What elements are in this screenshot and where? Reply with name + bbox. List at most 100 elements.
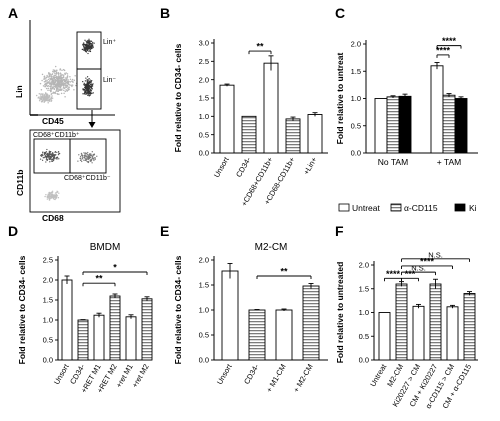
flow-event <box>85 84 88 86</box>
flow-event <box>71 80 74 83</box>
gate-lin-neg-label: Lin⁻ <box>103 77 116 84</box>
flow-event <box>45 87 48 90</box>
flow-event <box>57 197 60 199</box>
bar <box>454 98 468 154</box>
bar <box>386 96 400 154</box>
y-tick-label: 2.0 <box>359 261 369 270</box>
flow-event <box>66 73 69 75</box>
flow-event <box>50 77 53 80</box>
flow-event <box>60 92 63 95</box>
flow-event <box>55 192 57 194</box>
flow-event <box>86 156 89 158</box>
flow-event <box>84 83 86 85</box>
flow-event <box>38 99 41 102</box>
flow-event <box>87 46 89 48</box>
flow-event <box>90 87 93 89</box>
flow-event <box>81 48 84 51</box>
flow-event <box>43 80 46 83</box>
flow-event <box>40 154 42 157</box>
flow-event <box>42 99 44 101</box>
flow-event <box>87 47 89 50</box>
flow-event <box>54 70 57 73</box>
flow-event <box>85 87 87 90</box>
flow-event <box>51 80 54 82</box>
flow-event <box>88 158 90 160</box>
flow-event <box>89 42 91 44</box>
flow-event <box>50 75 53 78</box>
y-tick-label: 2.0 <box>199 75 209 84</box>
flow-event <box>94 157 96 159</box>
flow-event <box>84 44 87 46</box>
y-axis-label: Fold relative to untreat <box>335 53 345 145</box>
flow-event <box>58 158 60 160</box>
flow-event <box>84 39 86 41</box>
flow-event <box>41 97 43 99</box>
bar <box>398 95 412 154</box>
y-tick-label: 2.5 <box>199 57 209 66</box>
flow-event <box>87 52 89 55</box>
flow-bottom-frame <box>29 129 121 213</box>
flow-event <box>49 152 51 154</box>
flow-event <box>47 76 50 78</box>
flow-event <box>61 79 63 81</box>
legend-label-untreat: Untreat <box>352 203 381 213</box>
y-axis-label: Fold relative to CD34- cells <box>173 43 183 152</box>
flow-event <box>45 98 47 101</box>
flow-event <box>47 101 49 104</box>
chart-b: 0.0 0.5 1.0 1.5 2.0 2.5 3.0 Fold relative to CD… <box>173 39 328 208</box>
flow-event <box>53 195 55 197</box>
y-tick-label: 2.0 <box>351 40 361 49</box>
flow-event <box>50 88 52 91</box>
bar <box>412 305 425 361</box>
flow-event <box>71 78 74 81</box>
flow-event <box>44 92 47 94</box>
flow-event <box>87 83 89 85</box>
flow-event <box>64 73 66 76</box>
flow-event <box>64 77 67 79</box>
flow-event <box>55 90 57 92</box>
significance-label: N.S. <box>428 250 443 259</box>
flow-event <box>79 156 82 158</box>
flow-event <box>57 79 60 81</box>
legend-label-ki: Ki <box>469 203 477 213</box>
flow-event <box>49 161 51 163</box>
flow-event <box>46 159 48 162</box>
flow-event <box>52 75 54 78</box>
flow-event <box>55 74 57 77</box>
flow-event <box>52 158 55 160</box>
flow-event <box>42 85 45 87</box>
x-tick-label: + M1-CM <box>264 363 287 394</box>
chart-e: 0.0 0.5 1.0 1.5 2.0 Fold relative to CD34- ce… <box>173 242 328 394</box>
flow-event <box>84 85 86 87</box>
flow-event <box>83 156 85 159</box>
flow-event <box>65 79 67 82</box>
flow-event <box>48 150 50 152</box>
flow-event <box>59 72 62 74</box>
flow-event <box>91 47 94 49</box>
flow-event <box>87 81 90 83</box>
flow-event <box>46 154 49 157</box>
flow-event <box>84 91 86 93</box>
y-tick-label: 0.0 <box>43 356 53 365</box>
flow-event <box>85 156 88 158</box>
flow-event <box>41 153 44 155</box>
flow-event <box>48 75 51 77</box>
flow-event <box>87 79 90 81</box>
flow-event <box>35 94 38 97</box>
flow-event <box>46 148 48 151</box>
significance-label: *** <box>405 269 416 279</box>
flow-event <box>56 79 58 82</box>
y-axis-label: Fold relative to CD34- cells <box>173 255 183 364</box>
flow-event <box>55 196 58 199</box>
flow-event <box>64 90 67 93</box>
x-tick-label: Unsort <box>215 362 234 386</box>
bar <box>446 306 459 361</box>
flow-event <box>85 154 87 156</box>
bar <box>219 84 235 154</box>
flow-event <box>73 79 76 81</box>
y-tick-label: 1.0 <box>43 316 53 325</box>
flow-event <box>89 155 91 157</box>
y-tick-label: 0.0 <box>351 149 361 158</box>
flow-event <box>84 47 86 49</box>
flow-event <box>67 87 69 90</box>
